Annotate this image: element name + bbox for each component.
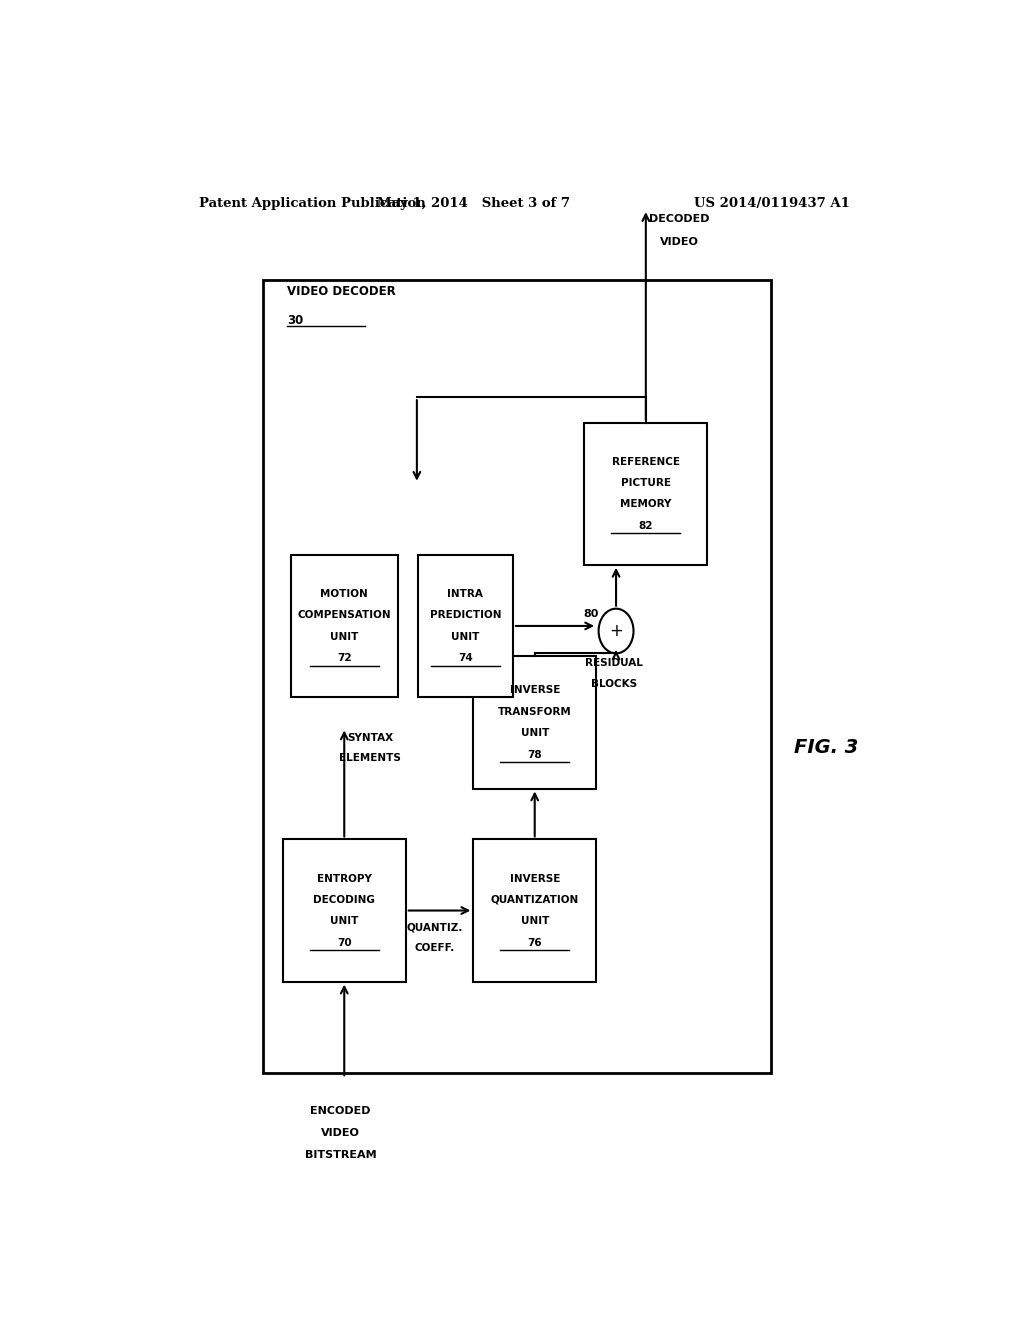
Text: VIDEO: VIDEO (660, 236, 699, 247)
Text: TRANSFORM: TRANSFORM (498, 706, 571, 717)
Text: MEMORY: MEMORY (621, 499, 672, 510)
Text: May 1, 2014   Sheet 3 of 7: May 1, 2014 Sheet 3 of 7 (377, 197, 569, 210)
Text: QUANTIZATION: QUANTIZATION (490, 895, 579, 906)
Text: INVERSE: INVERSE (510, 874, 560, 883)
Text: COMPENSATION: COMPENSATION (297, 610, 391, 620)
Text: 76: 76 (527, 937, 542, 948)
Bar (263, 280, 771, 1073)
Text: 74: 74 (458, 653, 473, 663)
Text: ENTROPY: ENTROPY (316, 874, 372, 883)
Text: PICTURE: PICTURE (621, 478, 671, 488)
Text: 72: 72 (337, 653, 351, 663)
Bar (473, 840, 596, 982)
Text: Patent Application Publication: Patent Application Publication (200, 197, 426, 210)
Text: VIDEO: VIDEO (322, 1129, 360, 1138)
Bar (291, 554, 397, 697)
Bar (473, 656, 596, 788)
Text: 80: 80 (584, 609, 599, 619)
Text: UNIT: UNIT (452, 631, 479, 642)
Text: +: + (609, 622, 623, 640)
Text: UNIT: UNIT (330, 916, 358, 927)
Text: MOTION: MOTION (321, 589, 369, 599)
Text: UNIT: UNIT (330, 631, 358, 642)
Text: 30: 30 (287, 314, 303, 327)
Text: INTRA: INTRA (447, 589, 483, 599)
Bar (418, 554, 513, 697)
Bar (585, 422, 708, 565)
Text: US 2014/0119437 A1: US 2014/0119437 A1 (694, 197, 850, 210)
Text: DECODING: DECODING (313, 895, 375, 906)
Text: QUANTIZ.: QUANTIZ. (407, 923, 463, 933)
Text: 78: 78 (527, 750, 542, 759)
Text: UNIT: UNIT (520, 916, 549, 927)
Text: DECODED: DECODED (649, 214, 710, 224)
Text: PREDICTION: PREDICTION (429, 610, 501, 620)
Text: 70: 70 (337, 937, 351, 948)
Bar (279, 483, 517, 727)
Text: INVERSE: INVERSE (510, 685, 560, 696)
Text: BLOCKS: BLOCKS (591, 678, 637, 689)
Text: UNIT: UNIT (520, 729, 549, 738)
Text: BITSTREAM: BITSTREAM (305, 1151, 377, 1160)
Text: 82: 82 (639, 521, 653, 531)
Text: RESIDUAL: RESIDUAL (585, 659, 643, 668)
Text: ENCODED: ENCODED (310, 1106, 371, 1115)
Text: VIDEO DECODER: VIDEO DECODER (287, 285, 395, 298)
Text: REFERENCE: REFERENCE (611, 457, 680, 467)
Text: ELEMENTS: ELEMENTS (339, 752, 401, 763)
Text: COEFF.: COEFF. (415, 942, 456, 953)
Text: FIG. 3: FIG. 3 (795, 738, 858, 758)
Bar (283, 840, 406, 982)
Text: SYNTAX: SYNTAX (347, 733, 393, 743)
